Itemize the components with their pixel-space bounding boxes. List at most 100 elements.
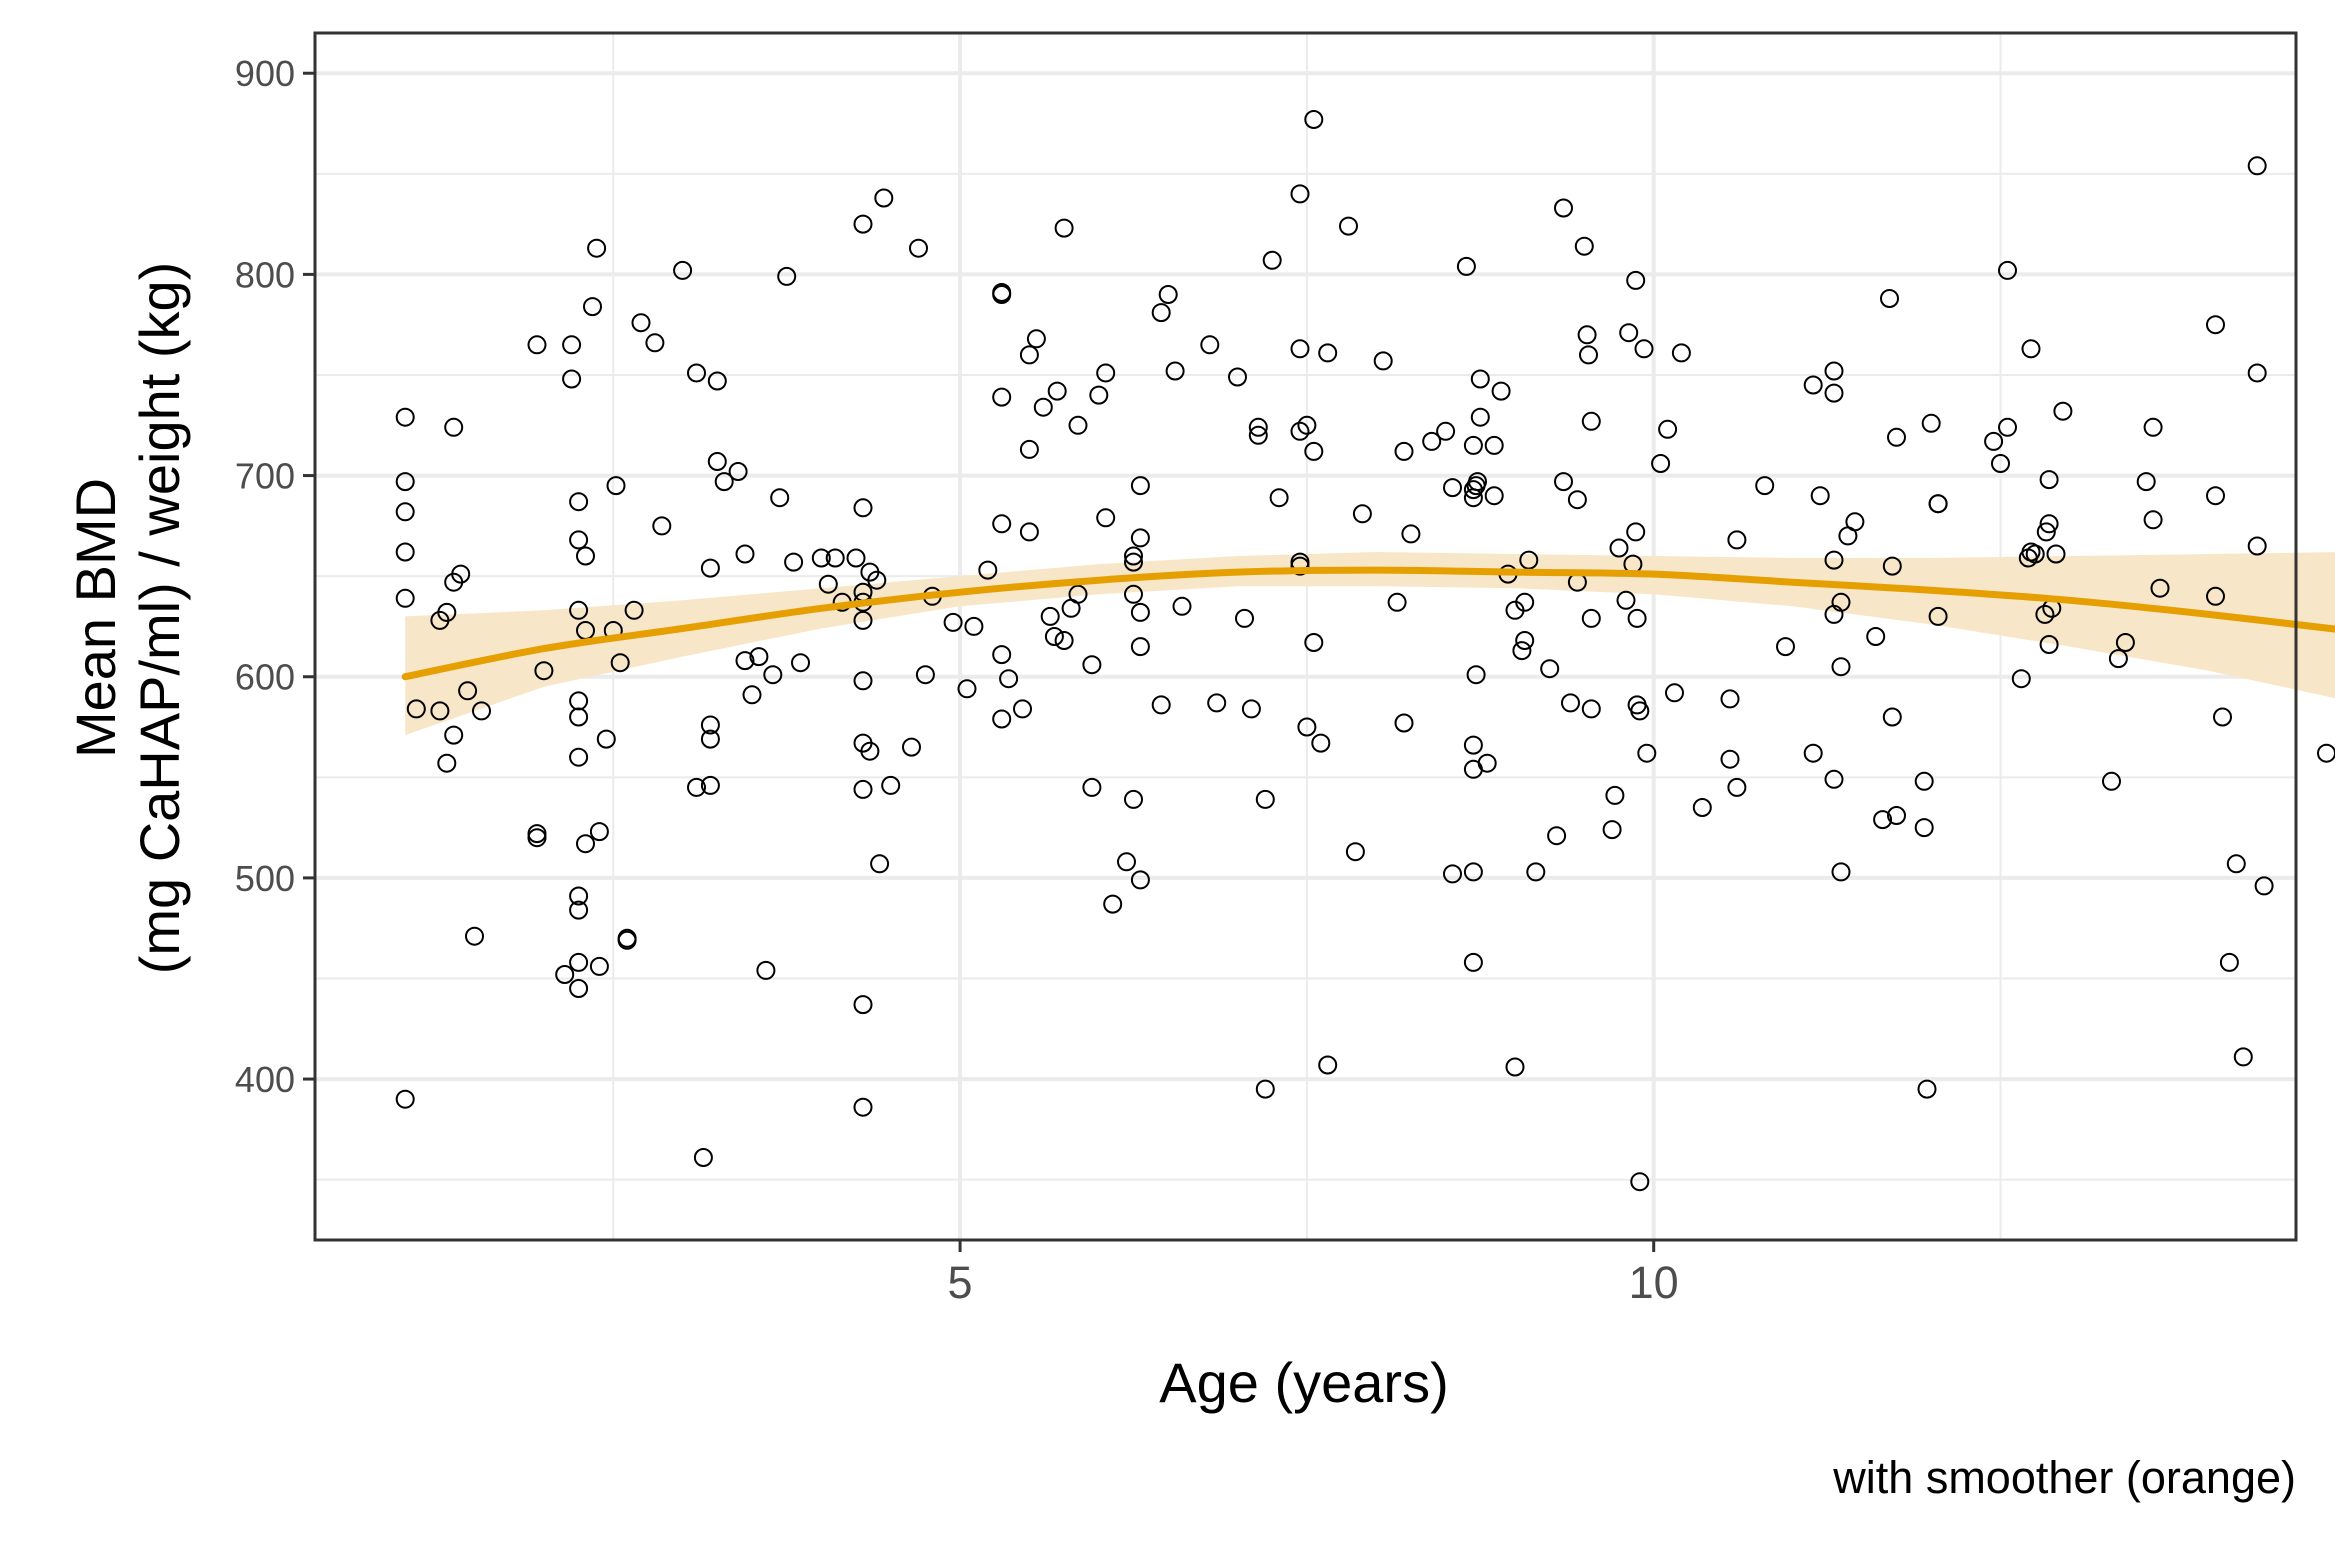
data-point (1984, 431, 2004, 451)
data-point (1200, 335, 1220, 355)
data-point (1297, 415, 1317, 435)
y-axis: 400 500 600 700 800 900 (235, 53, 315, 1100)
data-point (1491, 381, 1511, 401)
data-point (1477, 753, 1497, 773)
data-point (1241, 699, 1261, 719)
data-point (791, 653, 810, 673)
data-point (1026, 329, 1046, 349)
data-point (395, 1089, 415, 1109)
data-point (1255, 789, 1275, 809)
data-point (1290, 339, 1310, 359)
data-point (2226, 854, 2246, 874)
data-points (395, 110, 2335, 1192)
data-point (1627, 608, 1647, 628)
y-axis-title: Mean BMD (mg CaHAP/ml) / weight (kg) (64, 262, 191, 975)
data-point (1463, 735, 1483, 755)
data-point (1304, 110, 1324, 129)
y-tick-label: 800 (235, 254, 295, 295)
data-point (1054, 631, 1074, 650)
data-point (1151, 695, 1171, 715)
data-point (1262, 250, 1282, 270)
data-point (2254, 876, 2274, 896)
data-point (1630, 701, 1650, 721)
data-point (587, 238, 607, 258)
data-point (825, 548, 845, 568)
data-point (2039, 470, 2059, 490)
data-point (1096, 363, 1116, 383)
data-point (1394, 441, 1414, 461)
data-point (1512, 641, 1532, 661)
data-point (589, 956, 609, 976)
data-point (1124, 546, 1143, 566)
data-point (1443, 478, 1462, 498)
data-point (2247, 156, 2267, 176)
data-point (992, 645, 1012, 665)
caption: with smoother (orange) (1832, 1452, 2296, 1503)
data-point (1235, 608, 1254, 628)
data-point (2247, 536, 2267, 556)
data-point (444, 417, 464, 437)
data-point (1019, 345, 1039, 365)
data-point (1928, 606, 1948, 626)
data-point (1505, 1057, 1525, 1077)
data-point (1651, 454, 1671, 473)
data-point (2025, 544, 2045, 564)
data-point (1468, 472, 1487, 492)
data-point (2136, 472, 2156, 492)
data-point (2247, 363, 2267, 383)
data-point (1755, 476, 1775, 496)
data-point (1463, 952, 1483, 972)
data-point (617, 928, 637, 948)
minor-grid (315, 33, 2296, 1240)
data-point (1824, 550, 1844, 570)
data-point (1318, 1055, 1338, 1075)
data-point (811, 548, 831, 568)
data-point (2206, 486, 2225, 506)
data-point (1172, 596, 1192, 616)
data-point (1373, 351, 1393, 371)
data-point (1720, 689, 1740, 709)
data-point (395, 588, 415, 608)
data-point (1394, 713, 1414, 733)
data-point (610, 653, 630, 673)
data-point (1619, 323, 1639, 343)
data-point (1151, 303, 1171, 323)
data-point (1311, 733, 1331, 753)
data-point (2046, 544, 2066, 564)
data-point (1484, 435, 1504, 455)
data-point (395, 472, 415, 492)
data-point (2115, 633, 2135, 652)
data-point (1824, 383, 1844, 403)
data-point (1616, 590, 1636, 610)
data-point (1917, 1079, 1937, 1099)
x-tick-label: 5 (948, 1257, 973, 1308)
data-point (458, 681, 478, 701)
data-point (395, 502, 415, 522)
data-point (1776, 637, 1795, 657)
data-point (700, 775, 720, 795)
data-point (1605, 785, 1625, 805)
data-point (1921, 413, 1941, 433)
data-point (853, 1097, 873, 1117)
data-point (1255, 1079, 1275, 1099)
data-point (1130, 637, 1150, 657)
data-point (2102, 771, 2121, 791)
major-grid (315, 33, 2296, 1240)
data-point (1880, 289, 1899, 308)
data-point (992, 283, 1012, 302)
data-point (1873, 810, 1893, 830)
x-axis-title: Age (years) (1159, 1351, 1448, 1414)
data-point (700, 729, 720, 749)
data-point (2317, 743, 2335, 763)
data-point (1577, 325, 1597, 345)
data-point (1387, 592, 1407, 612)
data-point (2150, 578, 2170, 598)
x-tick-label: 10 (1629, 1257, 1679, 1308)
data-point (777, 266, 797, 286)
data-point (867, 570, 887, 590)
data-point (1626, 270, 1646, 290)
data-point (1866, 627, 1886, 646)
data-point (569, 691, 589, 711)
data-point (437, 753, 457, 773)
smoother-line (401, 566, 2335, 681)
